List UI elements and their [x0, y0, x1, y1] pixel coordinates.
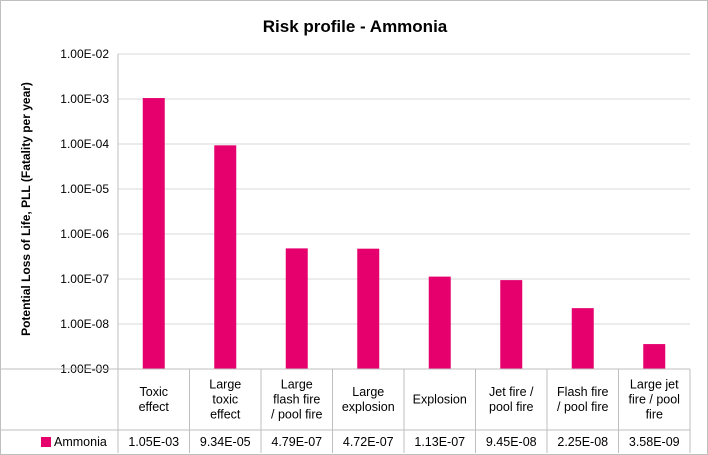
- data-label: 4.72E-07: [343, 435, 394, 449]
- category-label-line: Explosion: [413, 393, 467, 407]
- legend-label: Ammonia: [54, 435, 107, 449]
- category-label: Large explosion: [342, 385, 395, 414]
- category-label-line: Flash fire: [557, 385, 608, 399]
- category-label-line: effect: [139, 400, 170, 414]
- category-label-line: Toxic: [140, 385, 168, 399]
- bar: [428, 276, 451, 369]
- category-label-line: Large: [209, 378, 241, 392]
- y-tick-label: 1.00E-07: [60, 272, 109, 286]
- data-label: 4.79E-07: [271, 435, 322, 449]
- data-label: 3.58E-09: [629, 435, 680, 449]
- y-tick-label: 1.00E-02: [60, 47, 109, 61]
- legend-swatch: [41, 437, 51, 447]
- bar: [500, 280, 523, 369]
- data-label: 9.34E-05: [200, 435, 251, 449]
- bar: [285, 248, 308, 369]
- category-label: Toxic effect: [139, 385, 170, 414]
- category-label: Large toxic effect: [209, 378, 241, 422]
- category-label-line: fire / pool: [629, 393, 680, 407]
- y-tick-label: 1.00E-08: [60, 317, 109, 331]
- category-label: Flash fire / pool fire: [557, 385, 608, 414]
- data-label: 1.13E-07: [414, 435, 465, 449]
- chart-title: Risk profile - Ammonia: [263, 17, 448, 36]
- bars: [142, 98, 666, 369]
- category-label-line: effect: [210, 408, 241, 422]
- category-label-line: fire: [646, 408, 663, 422]
- y-tick-label: 1.00E-04: [60, 137, 109, 151]
- category-label-line: / pool fire: [271, 408, 322, 422]
- y-axis-label: Potential Loss of Life, PLL (Fatality pe…: [19, 82, 33, 336]
- y-tick-labels: 1.00E-091.00E-081.00E-071.00E-061.00E-05…: [60, 47, 109, 376]
- category-label-line: toxic: [212, 393, 238, 407]
- category-label-line: Large: [281, 378, 313, 392]
- bar: [214, 145, 237, 369]
- category-label-line: Jet fire /: [489, 385, 534, 399]
- bar: [142, 98, 165, 369]
- category-label: Large flash fire / pool fire: [271, 378, 322, 422]
- bar: [643, 344, 666, 369]
- y-tick-label: 1.00E-05: [60, 182, 109, 196]
- category-label: Explosion: [413, 393, 467, 407]
- category-label-line: / pool fire: [557, 400, 608, 414]
- category-label: Jet fire / pool fire: [489, 385, 534, 414]
- category-label-line: Large jet: [630, 378, 679, 392]
- y-tick-label: 1.00E-03: [60, 92, 109, 106]
- category-label-line: flash fire: [273, 393, 320, 407]
- bar: [357, 248, 380, 369]
- category-label: Large jet fire / pool fire: [629, 378, 680, 422]
- bar: [571, 308, 594, 369]
- category-label-line: pool fire: [489, 400, 534, 414]
- category-label-line: explosion: [342, 400, 395, 414]
- data-label: 9.45E-08: [486, 435, 537, 449]
- category-label-line: Large: [352, 385, 384, 399]
- data-label: 2.25E-08: [557, 435, 608, 449]
- gridlines: [117, 53, 690, 369]
- data-label: 1.05E-03: [128, 435, 179, 449]
- y-tick-label: 1.00E-06: [60, 227, 109, 241]
